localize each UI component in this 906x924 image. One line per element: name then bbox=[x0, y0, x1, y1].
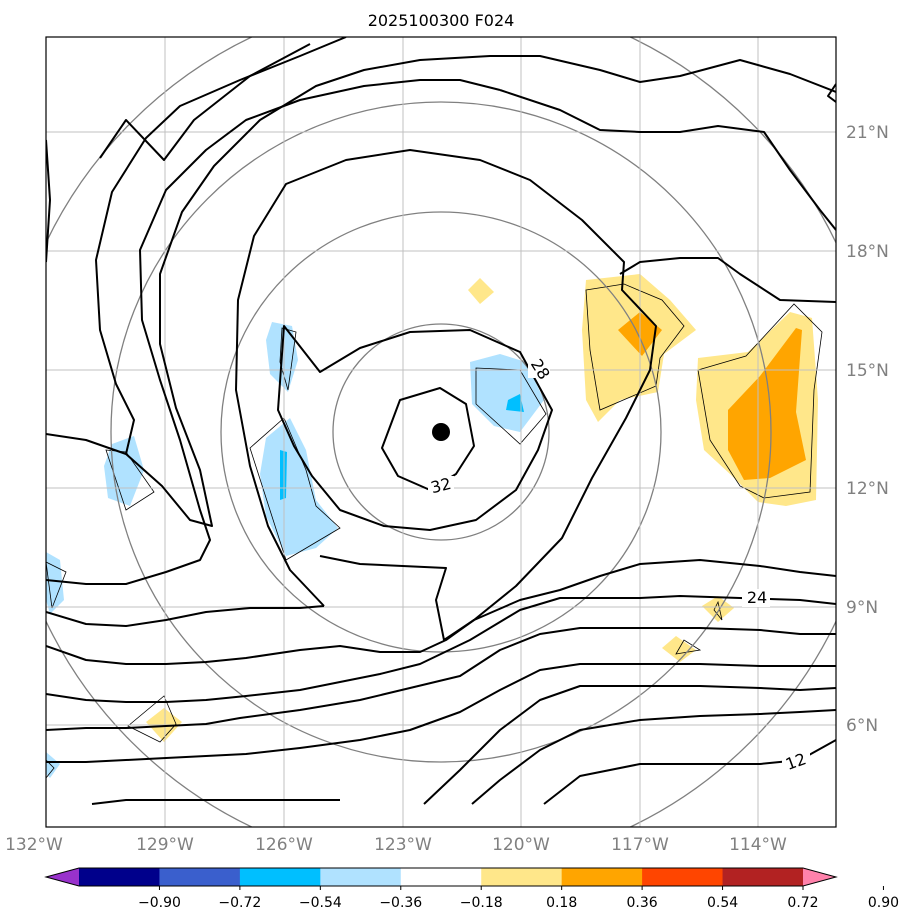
map-title: 2025100300 F024 bbox=[368, 11, 515, 30]
range-rings bbox=[46, 37, 836, 827]
longitude-labels: 132°W 129°W 126°W 123°W 120°W 117°W 114°… bbox=[5, 835, 787, 855]
colorbar-swatch bbox=[722, 868, 804, 886]
map-frame bbox=[45, 36, 837, 828]
colorbar-swatch bbox=[481, 868, 563, 886]
colorbar-tick-label: −0.54 bbox=[299, 895, 342, 911]
colorbar-swatch bbox=[561, 868, 643, 886]
contour-label-24: 24 bbox=[747, 588, 767, 607]
colorbar-tick-label: 0.90 bbox=[868, 895, 899, 911]
colorbar-tick-label: −0.90 bbox=[138, 895, 181, 911]
lat-label: 15°N bbox=[846, 361, 889, 381]
lon-label: 132°W bbox=[5, 835, 63, 855]
colorbar: −0.90 −0.72 −0.54 −0.36 −0.18 0.18 0.36 0.54 0.7… bbox=[44, 867, 899, 911]
colorbar-tick-label: 0.18 bbox=[546, 895, 577, 911]
colorbar-tick-label: −0.18 bbox=[460, 895, 503, 911]
colorbar-tick-label: 0.72 bbox=[787, 895, 818, 911]
colorbar-swatch bbox=[79, 868, 160, 886]
lat-label: 9°N bbox=[846, 598, 878, 618]
latitude-labels: 21°N 18°N 15°N 12°N 9°N 6°N bbox=[846, 123, 889, 736]
colorbar-swatch bbox=[159, 868, 241, 886]
colorbar-tick-label: −0.72 bbox=[218, 895, 261, 911]
lat-label: 18°N bbox=[846, 242, 889, 262]
lat-label: 21°N bbox=[846, 123, 889, 143]
colorbar-extend-high bbox=[803, 868, 836, 886]
colorbar-swatch bbox=[239, 868, 321, 886]
storm-center-marker bbox=[432, 423, 450, 441]
map-area: 32 28 24 12 bbox=[46, 37, 836, 827]
lon-label: 126°W bbox=[255, 835, 313, 855]
lon-label: 123°W bbox=[374, 835, 432, 855]
lon-label: 117°W bbox=[611, 835, 669, 855]
contour-label-32: 32 bbox=[429, 474, 453, 497]
colorbar-tick-label: 0.54 bbox=[707, 895, 738, 911]
colorbar-extend-low bbox=[46, 868, 79, 886]
lon-label: 114°W bbox=[729, 835, 787, 855]
colorbar-outline bbox=[44, 867, 838, 887]
colorbar-tick-label: −0.36 bbox=[379, 895, 422, 911]
lat-label: 6°N bbox=[846, 716, 878, 736]
colorbar-swatch bbox=[642, 868, 724, 886]
lat-label: 12°N bbox=[846, 479, 889, 499]
lon-label: 120°W bbox=[492, 835, 550, 855]
colorbar-swatch bbox=[400, 868, 482, 886]
colorbar-swatch bbox=[320, 868, 402, 886]
colorbar-tick-label: 0.36 bbox=[627, 895, 658, 911]
lon-label: 129°W bbox=[136, 835, 194, 855]
